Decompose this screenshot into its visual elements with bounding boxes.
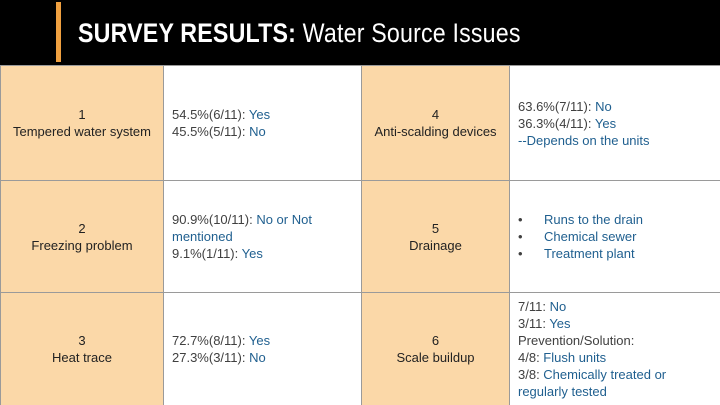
answer-cell-2: 90.9%(10/11): No or Not mentioned 9.1%(1… bbox=[163, 180, 362, 293]
answer-stat: 4/8: bbox=[518, 350, 544, 365]
list-item: • Treatment plant bbox=[518, 245, 712, 262]
answer-stat: 63.6%(7/11): bbox=[518, 98, 596, 114]
answer-value: No bbox=[249, 350, 266, 365]
bullet-icon: • bbox=[518, 229, 523, 244]
header-accent-bar bbox=[56, 2, 61, 62]
answer-line: --Depends on the units bbox=[518, 132, 712, 149]
answer-stat: 45.5%(5/11): bbox=[172, 124, 250, 139]
topic-number: 3 bbox=[78, 333, 86, 348]
answer-stat: 9.1%(1/11): bbox=[172, 246, 242, 261]
answer-stat: 3/8: bbox=[518, 367, 544, 382]
answer-value: Chemically treated or regularly tested bbox=[518, 367, 667, 399]
topic-number: 6 bbox=[431, 333, 440, 348]
topic-name: Drainage bbox=[409, 237, 462, 253]
answer-value: No bbox=[595, 98, 612, 114]
list-item: • Chemical sewer bbox=[518, 228, 712, 245]
answer-cell-6: 7/11: No 3/11: Yes Prevention/Solution: … bbox=[509, 292, 720, 405]
answer-cell-3: 72.7%(8/11): Yes 27.3%(3/11): No bbox=[163, 292, 362, 405]
answer-cell-5: • Runs to the drain • Chemical sewer • Trea… bbox=[509, 180, 720, 293]
answer-stat: 36.3%(4/11): bbox=[518, 115, 595, 131]
answer-line: 9.1%(1/11): Yes bbox=[172, 245, 353, 262]
answer-value: Yes bbox=[248, 333, 271, 348]
topic-cell-1: 1 Tempered water system bbox=[0, 65, 164, 181]
answer-value: Flush units bbox=[543, 350, 607, 365]
solution-heading: Prevention/Solution: bbox=[518, 333, 635, 348]
list-item: • Runs to the drain bbox=[518, 211, 712, 228]
topic-name: Heat trace bbox=[52, 350, 112, 365]
list-item-text: Chemical sewer bbox=[544, 229, 637, 244]
topic-cell-6: 6 Scale buildup bbox=[361, 292, 510, 405]
answer-value: Yes bbox=[594, 115, 617, 131]
topic-number: 2 bbox=[78, 220, 86, 236]
answer-cell-4: 63.6%(7/11): No 36.3%(4/11): Yes --Depen… bbox=[509, 65, 720, 181]
topic-number: 1 bbox=[78, 107, 86, 122]
answer-cell-1: 54.5%(6/11): Yes 45.5%(5/11): No bbox=[163, 65, 362, 181]
slide-title: SURVEY RESULTS: Water Source Issues bbox=[78, 13, 521, 53]
drainage-list: • Runs to the drain • Chemical sewer • Trea… bbox=[518, 211, 712, 262]
slide-header: SURVEY RESULTS: Water Source Issues bbox=[0, 0, 720, 65]
answer-line: 63.6%(7/11): No bbox=[518, 98, 712, 115]
answer-stat: 90.9%(10/11): bbox=[172, 212, 257, 227]
table-row: 2 Freezing problem 90.9%(10/11): No or N… bbox=[0, 180, 720, 293]
answer-line: 54.5%(6/11): Yes bbox=[172, 106, 353, 123]
answer-value: Yes bbox=[241, 246, 263, 261]
bullet-icon: • bbox=[518, 212, 523, 227]
table-row: 3 Heat trace 72.7%(8/11): Yes 27.3%(3/11… bbox=[0, 292, 720, 405]
slide-title-bold: SURVEY RESULTS: bbox=[78, 18, 297, 48]
bullet-icon: • bbox=[518, 246, 523, 261]
topic-cell-4: 4 Anti-scalding devices bbox=[361, 65, 510, 181]
topic-cell-3: 3 Heat trace bbox=[0, 292, 164, 405]
answer-stat: 72.7%(8/11): bbox=[172, 333, 249, 348]
answer-value: Yes bbox=[248, 107, 271, 122]
answer-line: 7/11: No bbox=[518, 298, 712, 315]
answer-line: 4/8: Flush units bbox=[518, 349, 712, 366]
topic-name: Scale buildup bbox=[396, 350, 475, 365]
survey-results-table: 1 Tempered water system 54.5%(6/11): Yes… bbox=[0, 65, 720, 405]
list-item-text: Runs to the drain bbox=[544, 212, 644, 227]
answer-line: 90.9%(10/11): No or Not mentioned bbox=[172, 211, 353, 245]
answer-line: 72.7%(8/11): Yes bbox=[172, 332, 353, 349]
topic-number: 4 bbox=[431, 107, 440, 122]
topic-cell-2: 2 Freezing problem bbox=[0, 180, 164, 293]
table-row: 1 Tempered water system 54.5%(6/11): Yes… bbox=[0, 65, 720, 181]
answer-line: 36.3%(4/11): Yes bbox=[518, 115, 712, 132]
topic-name: Anti-scalding devices bbox=[374, 124, 497, 139]
answer-value: No bbox=[549, 299, 567, 314]
topic-number: 5 bbox=[431, 220, 440, 236]
slide-title-rest: Water Source Issues bbox=[296, 18, 521, 48]
answer-value: No bbox=[249, 124, 266, 139]
answer-stat: 3/11: bbox=[518, 316, 550, 331]
answer-line: 3/8: Chemically treated or regularly tes… bbox=[518, 366, 712, 400]
answer-value: Yes bbox=[549, 316, 571, 331]
topic-name: Freezing problem bbox=[31, 237, 133, 253]
list-item-text: Treatment plant bbox=[544, 246, 635, 261]
topic-name: Tempered water system bbox=[13, 124, 151, 139]
answer-line: 45.5%(5/11): No bbox=[172, 123, 353, 140]
answer-note: --Depends on the units bbox=[518, 132, 650, 148]
answer-line: 27.3%(3/11): No bbox=[172, 349, 353, 366]
answer-stat: 27.3%(3/11): bbox=[172, 350, 250, 365]
answer-value: No or Not mentioned bbox=[172, 212, 312, 244]
answer-stat: 7/11: bbox=[518, 299, 550, 314]
answer-stat: 54.5%(6/11): bbox=[172, 107, 249, 122]
answer-line: 3/11: Yes bbox=[518, 315, 712, 332]
topic-cell-5: 5 Drainage bbox=[361, 180, 510, 293]
